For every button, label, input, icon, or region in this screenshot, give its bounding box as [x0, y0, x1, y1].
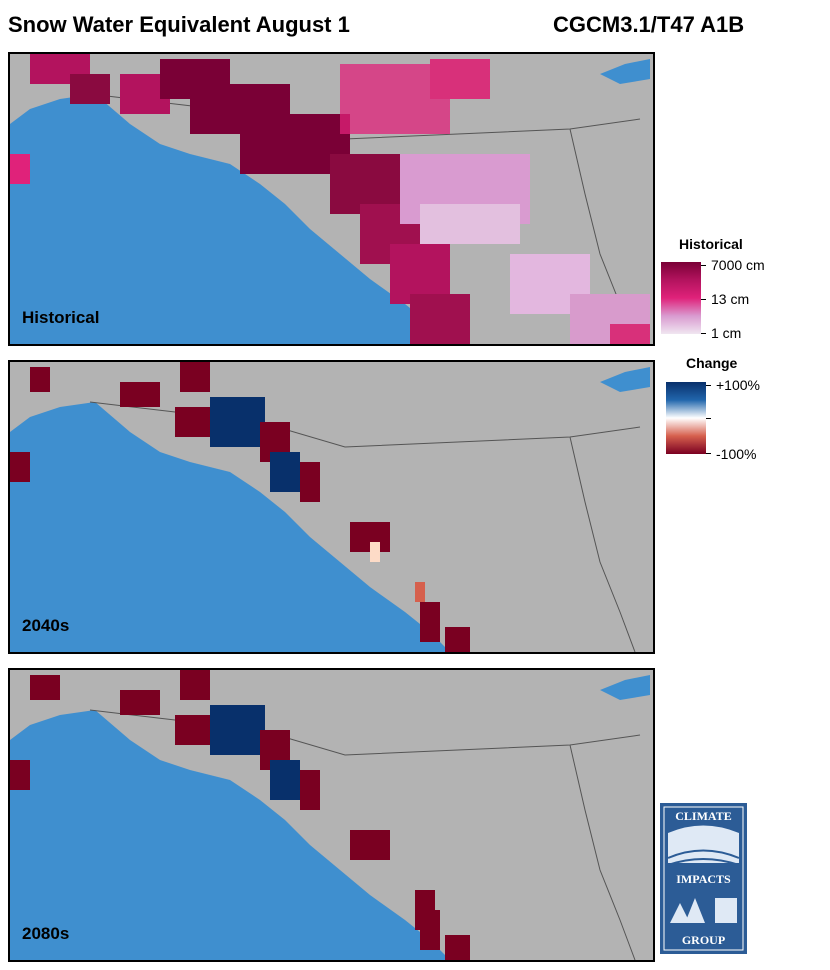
legend-change-bar [666, 382, 706, 454]
change-cells-2040s [10, 362, 470, 652]
panel-label-2040s: 2040s [22, 616, 70, 635]
change-map-2040s [10, 362, 653, 652]
legend-change-title: Change [686, 355, 738, 371]
legend-historical-title: Historical [679, 236, 743, 252]
historical-swe-cells [10, 54, 650, 344]
svg-text:IMPACTS: IMPACTS [676, 872, 731, 886]
change-cells-2080s [10, 670, 470, 960]
panel-label-2080s: 2080s [22, 924, 70, 943]
change-map-2080s [10, 670, 653, 960]
legend-historical-tick-mid: 13 cm [711, 291, 750, 307]
legend-historical-tick-min: 1 cm [711, 325, 742, 341]
legend-change-tick-min: -100% [716, 446, 757, 462]
climate-impacts-group-logo: CLIMATE IMPACTS GROUP [660, 803, 747, 954]
panel-label-historical: Historical [22, 308, 100, 327]
legend-historical-bar [661, 262, 701, 334]
svg-text:CLIMATE: CLIMATE [675, 809, 731, 823]
map-panel-2040s: 2040s [8, 360, 655, 654]
svg-text:GROUP: GROUP [682, 933, 725, 947]
map-panel-historical: Historical [8, 52, 655, 346]
historical-map [10, 54, 653, 344]
model-title: CGCM3.1/T47 A1B [553, 12, 745, 37]
page-title: Snow Water Equivalent August 1 [8, 12, 350, 37]
map-panel-2080s: 2080s [8, 668, 655, 962]
legend-historical-tick-max: 7000 cm [711, 257, 765, 273]
legend-change-tick-max: +100% [716, 377, 760, 393]
